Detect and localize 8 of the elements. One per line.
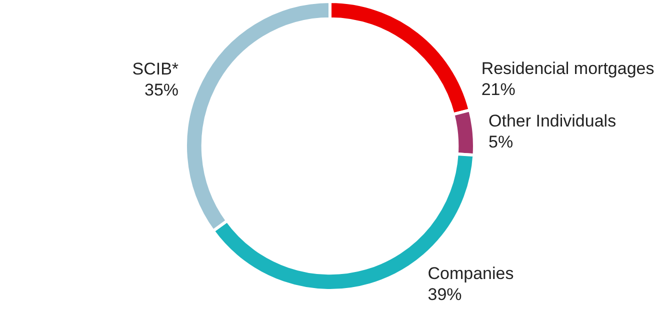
- slice-label: Residencial mortgages: [481, 59, 654, 78]
- slice-label: SCIB*: [132, 60, 179, 79]
- slice-label: Other Individuals: [488, 112, 616, 131]
- data-label: 5%: [488, 132, 514, 152]
- data-label: 39%: [428, 284, 462, 304]
- slice-label: Companies: [428, 264, 514, 283]
- data-label: 35%: [144, 80, 179, 100]
- data-label: 21%: [481, 80, 516, 100]
